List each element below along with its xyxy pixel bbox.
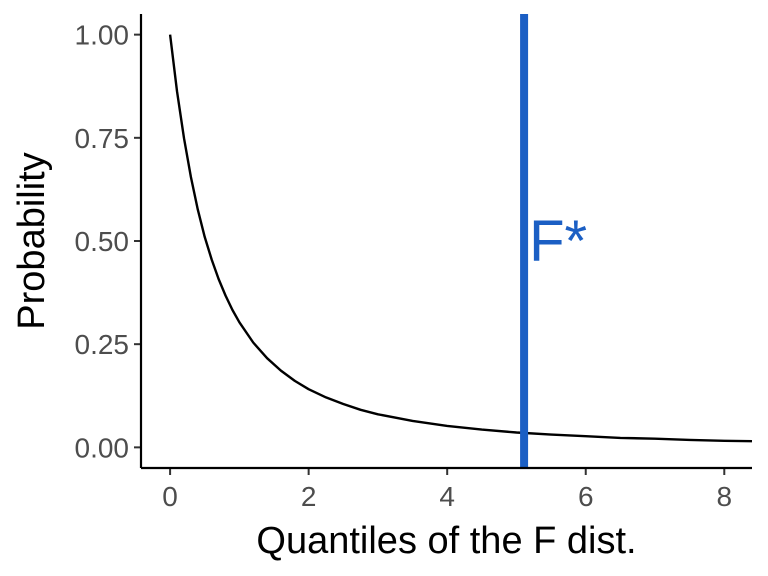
plot-area: F* <box>168 14 753 468</box>
y-axis-title: Probability <box>11 152 53 329</box>
y-tick-label: 0.25 <box>75 329 130 360</box>
y-tick-label: 0.75 <box>75 123 130 154</box>
x-axis-title: Quantiles of the F dist. <box>256 520 636 562</box>
x-tick-label: 0 <box>162 481 178 512</box>
x-tick-label: 8 <box>717 481 733 512</box>
series-line-0 <box>168 34 753 443</box>
annotation-label-0: F* <box>529 209 587 274</box>
x-tick-label: 4 <box>439 481 455 512</box>
y-axis-ticks: 0.00 0.25 0.50 0.75 1.00 <box>75 20 141 463</box>
x-tick-label: 6 <box>578 481 594 512</box>
x-tick-label: 2 <box>301 481 317 512</box>
y-tick-label: 0.00 <box>75 432 130 463</box>
y-tick-label: 0.50 <box>75 226 130 257</box>
x-axis-ticks: 0 2 4 6 8 <box>162 468 732 512</box>
y-tick-label: 1.00 <box>75 20 130 51</box>
